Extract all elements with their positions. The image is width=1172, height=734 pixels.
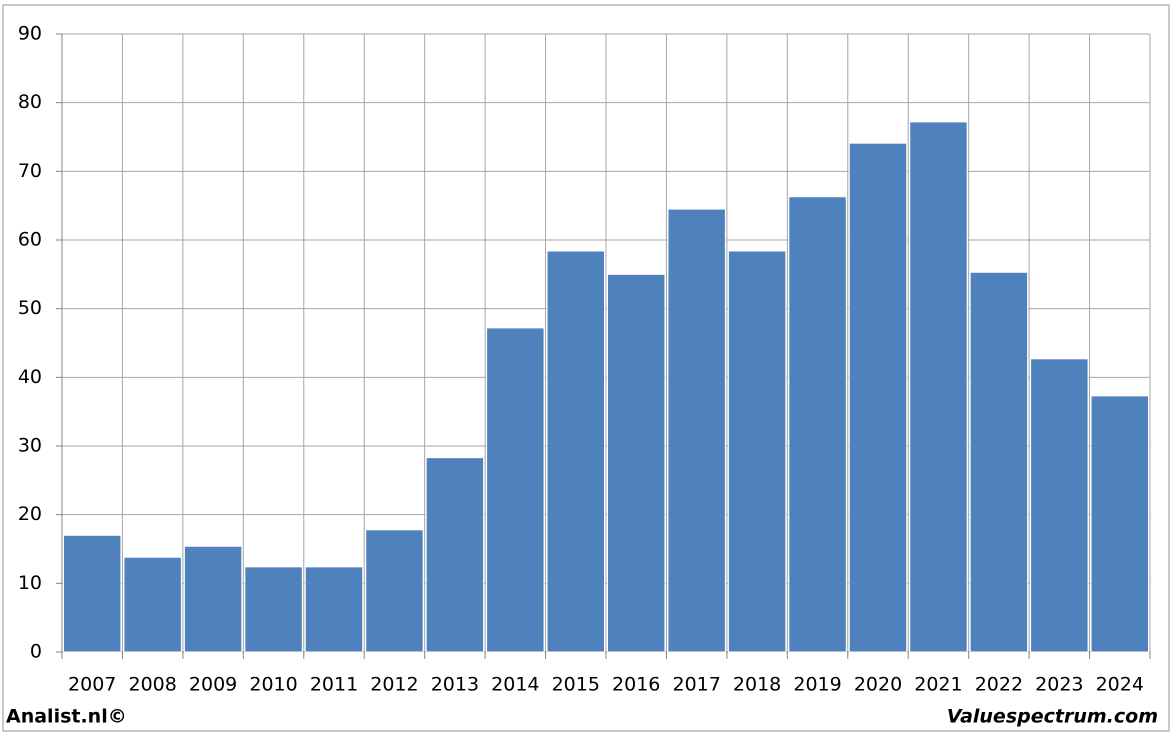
x-tick-label: 2011: [310, 674, 358, 696]
bar: [63, 534, 122, 653]
x-tick-label: 2013: [431, 674, 479, 696]
bar: [607, 273, 666, 653]
x-tick-label: 2014: [491, 674, 539, 696]
y-tick-label: 50: [18, 297, 42, 319]
y-tick-label: 40: [18, 366, 42, 388]
bar: [1030, 358, 1089, 653]
x-tick-label: 2022: [975, 674, 1023, 696]
x-tick-label: 2012: [370, 674, 418, 696]
x-tick-label: 2016: [612, 674, 660, 696]
x-tick-label: 2021: [914, 674, 962, 696]
x-tick-label: 2009: [189, 674, 237, 696]
bar: [365, 529, 424, 653]
y-tick-label: 90: [18, 23, 42, 45]
bar: [546, 250, 605, 653]
y-tick-label: 70: [18, 160, 42, 182]
x-tick-label: 2010: [249, 674, 297, 696]
y-tick-label: 10: [18, 572, 42, 594]
bar: [123, 556, 182, 653]
bar: [909, 121, 968, 653]
x-tick-label: 2015: [552, 674, 600, 696]
bar: [183, 545, 243, 653]
x-tick-label: 2018: [733, 674, 781, 696]
x-tick-label: 2020: [854, 674, 902, 696]
bar: [304, 566, 364, 653]
source-left: Analist.nl©: [6, 706, 127, 728]
y-tick-label: 30: [18, 435, 42, 457]
bar: [727, 250, 787, 653]
y-tick-label: 60: [18, 229, 42, 251]
bar: [425, 457, 485, 653]
x-tick-label: 2017: [672, 674, 720, 696]
bar: [1090, 395, 1149, 653]
bar: [244, 566, 303, 653]
x-tick-label: 2024: [1096, 674, 1144, 696]
source-right: Valuespectrum.com: [947, 706, 1158, 728]
bar: [848, 142, 908, 653]
x-tick-label: 2007: [68, 674, 116, 696]
bar: [667, 208, 726, 653]
bar: [969, 271, 1029, 653]
bar: [788, 196, 847, 653]
x-tick-label: 2008: [128, 674, 176, 696]
y-tick-label: 0: [30, 641, 42, 663]
x-tick-label: 2023: [1035, 674, 1083, 696]
y-tick-label: 80: [18, 91, 42, 113]
x-tick-label: 2019: [793, 674, 841, 696]
y-tick-label: 20: [18, 503, 42, 525]
bar: [486, 327, 545, 653]
